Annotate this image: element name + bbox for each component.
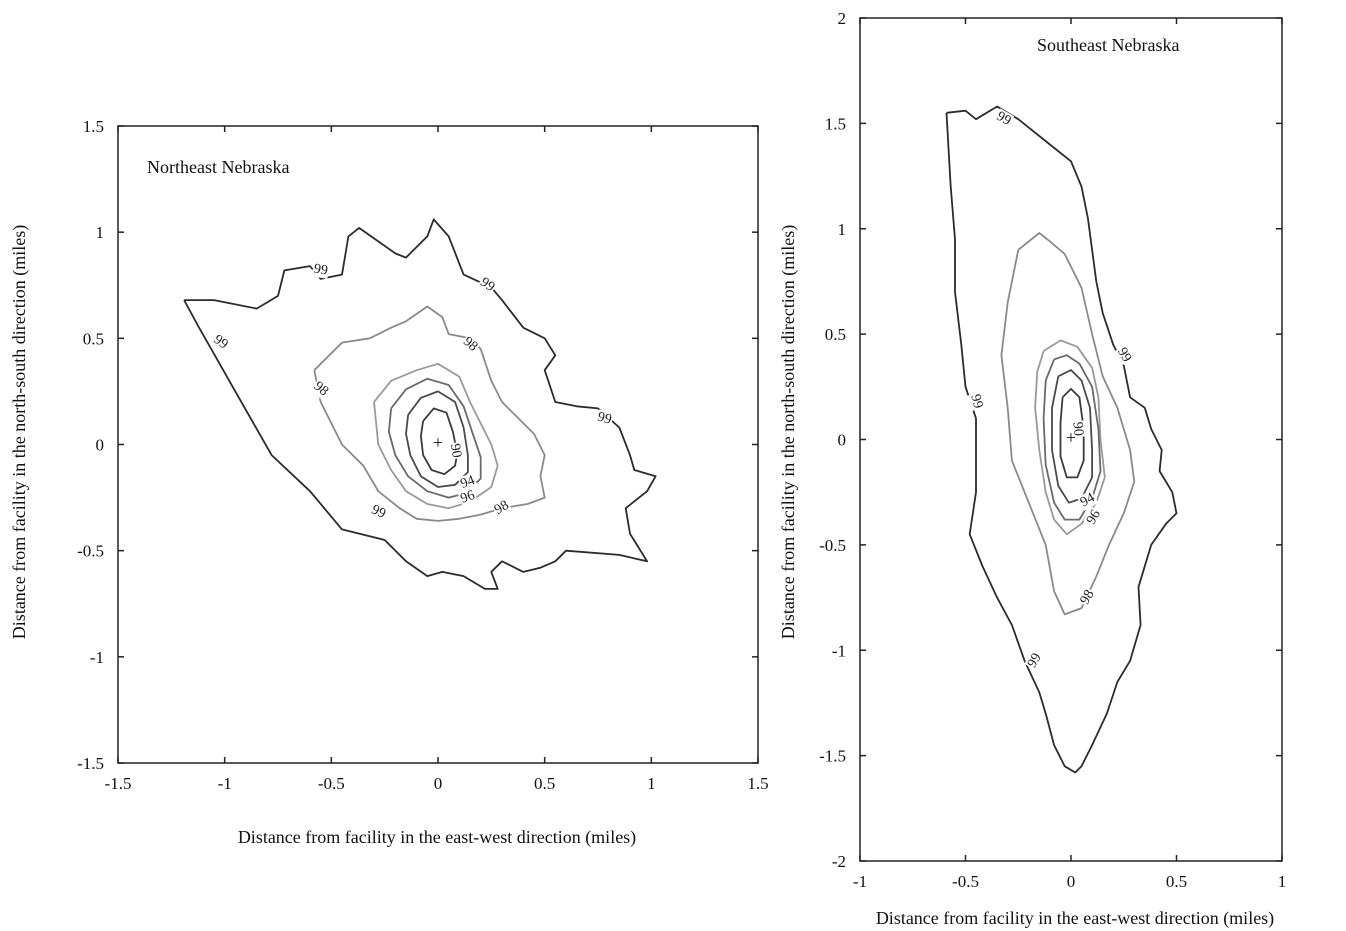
- x-tick-label: -1: [853, 872, 867, 891]
- contour-label: 96: [1084, 508, 1104, 528]
- contour-97: [373, 362, 499, 510]
- contour-label-mask: [459, 333, 482, 356]
- panel-title: Southeast Nebraska: [1037, 35, 1179, 55]
- y-tick-label: -1: [90, 648, 104, 667]
- y-tick-label: 0: [838, 431, 847, 450]
- x-tick-label: -0.5: [318, 774, 345, 793]
- contour-label: 98: [492, 498, 512, 518]
- contour-label: 99: [1114, 345, 1134, 365]
- contour-98: [1000, 232, 1136, 616]
- contour-label-mask: [457, 472, 478, 493]
- contour-94: [1051, 369, 1093, 504]
- contour-label-mask: [457, 487, 478, 508]
- y-tick-label: -0.5: [819, 536, 846, 555]
- contour-label-mask: [1077, 489, 1099, 511]
- y-tick-label: -1.5: [819, 747, 846, 766]
- contour-label-mask: [209, 331, 232, 354]
- x-tick-label: 0: [1067, 872, 1076, 891]
- y-tick-label: -1: [832, 641, 846, 660]
- x-tick-label: 1.5: [747, 774, 768, 793]
- contour-98: [313, 305, 546, 522]
- contour-90: [1059, 388, 1085, 479]
- y-tick-label: 2: [838, 9, 847, 28]
- contour-label: 98: [311, 379, 331, 399]
- y-tick-label: 1: [838, 220, 847, 239]
- contour-label-mask: [367, 502, 389, 523]
- x-tick-label: 1: [647, 774, 656, 793]
- x-axis-title: Distance from facility in the east-west …: [238, 827, 636, 848]
- y-tick-label: 1.5: [825, 114, 846, 133]
- contour-label-mask: [1113, 344, 1135, 366]
- x-axis-title: Distance from facility in the east-west …: [876, 908, 1274, 929]
- facility-marker: +: [1066, 428, 1076, 448]
- x-tick-label: -0.5: [952, 872, 979, 891]
- contour-label: 99: [596, 410, 613, 428]
- contour-label-mask: [992, 108, 1015, 130]
- contour-label: 99: [313, 262, 329, 279]
- contour-label-mask: [1083, 506, 1105, 529]
- contour-label-mask: [491, 497, 513, 519]
- y-tick-label: 0: [96, 436, 105, 455]
- contour-label-mask: [311, 261, 330, 279]
- y-tick-label: 0.5: [825, 325, 846, 344]
- x-tick-label: -1.5: [105, 774, 132, 793]
- contour-99: [945, 105, 1178, 774]
- contour-label: 90: [1070, 421, 1086, 436]
- x-tick-label: 1: [1278, 872, 1287, 891]
- y-tick-label: -1.5: [77, 754, 104, 773]
- contour-label-mask: [1077, 586, 1099, 609]
- contour-label-mask: [1069, 420, 1086, 438]
- y-tick-label: -0.5: [77, 542, 104, 561]
- x-tick-label: 0.5: [534, 774, 555, 793]
- contour-label-mask: [1024, 649, 1046, 672]
- contour-label-mask: [476, 274, 499, 296]
- contour-label-mask: [594, 409, 615, 429]
- axis-ticks: -1 -0.5 0 0.5 1 -2 -1.5 -1 -0.5 0 0.5 1 1.5 2: [819, 9, 1286, 891]
- contour-label-mask: [446, 441, 465, 461]
- panel-title: Northeast Nebraska: [147, 157, 289, 177]
- y-tick-label: 0.5: [83, 329, 104, 348]
- contour-90: [420, 407, 459, 476]
- facility-marker: +: [433, 433, 443, 453]
- contour-label: 90: [447, 443, 464, 459]
- contour-label: 94: [459, 473, 477, 492]
- contour-label: 98: [1078, 588, 1098, 608]
- y-axis-title: Distance from facility in the north-sout…: [778, 225, 799, 639]
- x-tick-label: -1: [218, 774, 232, 793]
- contour-label: 94: [1078, 490, 1098, 510]
- contour-label: 96: [459, 488, 477, 507]
- contour-94: [405, 390, 469, 488]
- y-tick-label: 1: [96, 223, 105, 242]
- y-tick-label: -2: [832, 852, 846, 871]
- y-axis-title: Distance from facility in the north-sout…: [9, 225, 30, 639]
- contour-99: [183, 218, 657, 590]
- x-tick-label: 0: [434, 774, 443, 793]
- contour-label-mask: [967, 391, 986, 412]
- axis-ticks: -1.5 -1 -0.5 0 0.5 1 1.5 -1.5 -1 -0.5 0 0.5 1 1.5: [77, 117, 769, 793]
- contour-label: 99: [994, 109, 1014, 129]
- contour-label: 99: [211, 332, 231, 352]
- x-tick-label: 0.5: [1166, 872, 1187, 891]
- y-tick-label: 1.5: [83, 117, 104, 136]
- contour-96: [388, 377, 482, 499]
- contour-label: 99: [967, 393, 985, 410]
- contour-label: 99: [369, 502, 388, 522]
- contour-label: 99: [1025, 651, 1045, 671]
- contour-label-mask: [309, 378, 332, 400]
